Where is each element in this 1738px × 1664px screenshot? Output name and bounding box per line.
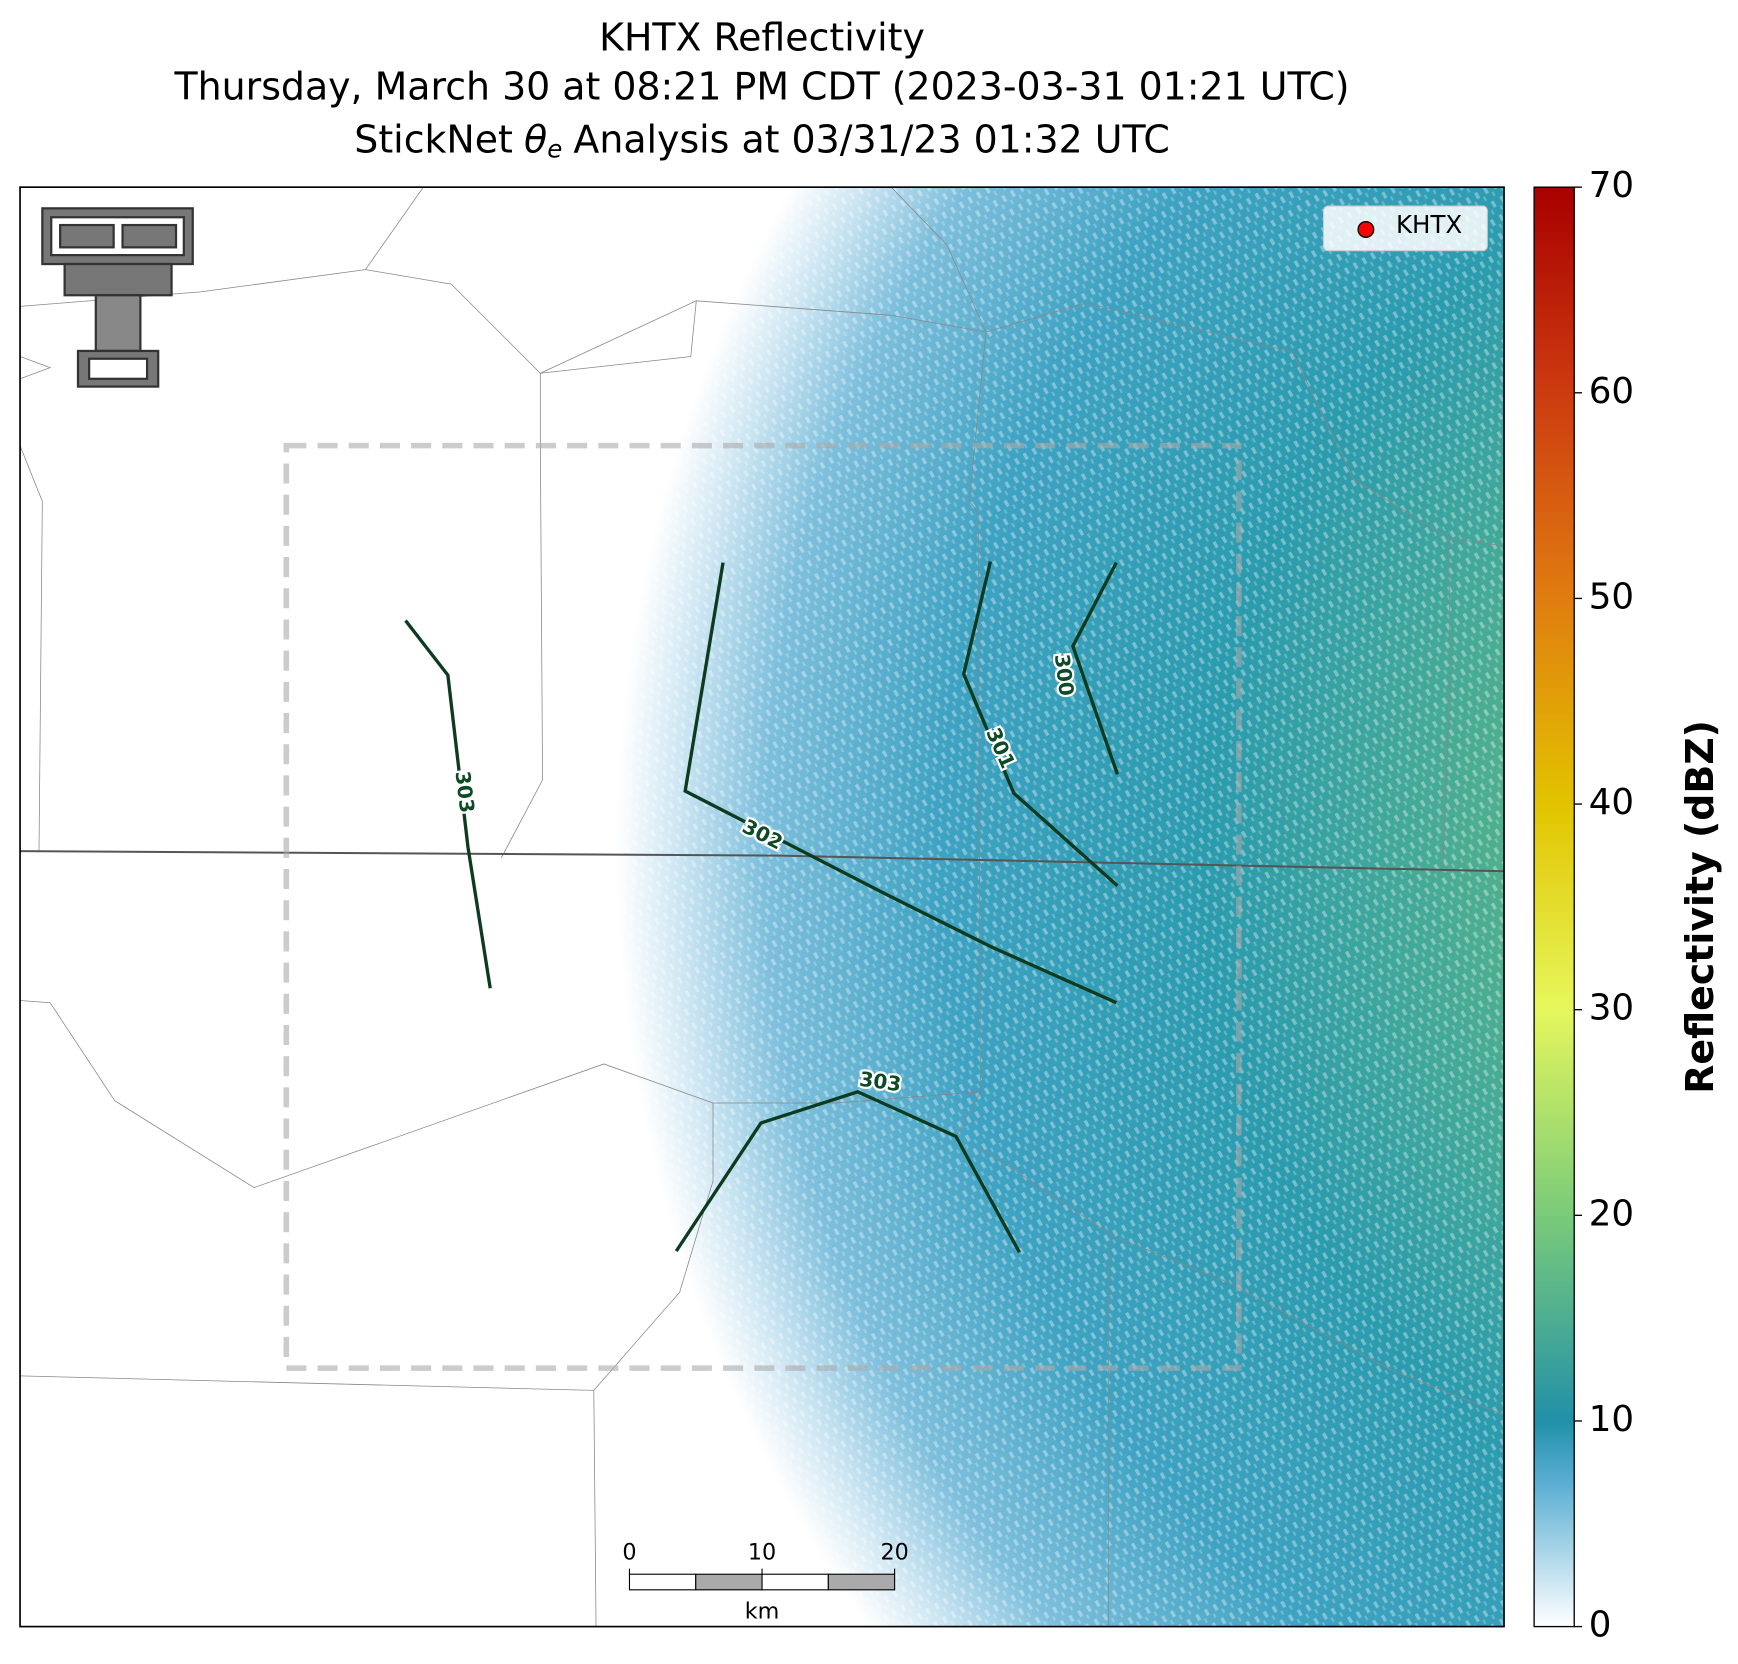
- title: KHTX Reflectivity: [599, 16, 925, 60]
- colorbar-tick-label: 10: [1589, 1399, 1634, 1440]
- colorbar-ramp: [1533, 186, 1575, 1628]
- legend: KHTX: [1322, 205, 1488, 252]
- legend-label: KHTX: [1396, 210, 1462, 239]
- colorbar-tick-label: 40: [1589, 782, 1634, 823]
- colorbar: Reflectivity (dBZ) 0 10 20 30 40 50 60 70: [1533, 165, 1722, 1646]
- contour-label: 303: [450, 770, 479, 814]
- colorbar-tick-label: 30: [1589, 988, 1634, 1029]
- logo: [41, 207, 194, 388]
- scale-tick-label: 10: [748, 1540, 776, 1566]
- scale-tick-label: 0: [622, 1540, 636, 1566]
- subtitle: Thursday, March 30 at 08:21 PM CDT (2023…: [174, 65, 1350, 109]
- analysis-domain: [283, 442, 1242, 1371]
- scale-bar: km 0 10 20: [622, 1540, 908, 1625]
- scale-segment: [761, 1573, 829, 1591]
- boundaries: [20, 187, 1505, 1627]
- contour-line: [674, 1090, 1021, 1254]
- contour-label: 300: [1050, 653, 1079, 697]
- legend-box: [1322, 205, 1488, 252]
- contour-line: [1071, 561, 1120, 775]
- colorbar-tick-label: 70: [1589, 165, 1634, 206]
- colorbar-tick-label: 50: [1589, 576, 1634, 617]
- theta: θ: [524, 117, 547, 161]
- scale-segment: [827, 1573, 896, 1591]
- scale-segment: [628, 1573, 697, 1591]
- subscript: e: [547, 134, 562, 163]
- radar-texture: [534, 187, 1505, 1627]
- contour-line: [683, 562, 1118, 1005]
- colorbar-tick-label: 0: [1589, 1605, 1612, 1646]
- colorbar-tick-label: 20: [1589, 1193, 1634, 1234]
- legend-marker: [1357, 221, 1375, 238]
- figure: KHTX Reflectivity Thursday, March 30 at …: [19, 16, 1722, 1646]
- colorbar-label: Reflectivity (dBZ): [1678, 720, 1722, 1094]
- colorbar-tick-label: 60: [1589, 371, 1634, 412]
- analysis-title: StickNet θe Analysis at 03/31/23 01:32 UTC: [354, 117, 1169, 163]
- contours: 303 302 301 300 303: [404, 561, 1120, 1254]
- scale-segment: [695, 1573, 763, 1591]
- map: 303 302 301 300 303 KHTX km 0 10 20: [20, 187, 1505, 1627]
- analysis-prefix: StickNet: [354, 117, 513, 161]
- scale-tick-label: 20: [880, 1540, 908, 1566]
- map-frame: [19, 186, 1505, 1628]
- contour-line: [404, 619, 492, 989]
- analysis-suffix: Analysis at 03/31/23 01:32 UTC: [573, 117, 1169, 161]
- scale-unit: km: [745, 1599, 780, 1625]
- contour-line: [961, 561, 1119, 887]
